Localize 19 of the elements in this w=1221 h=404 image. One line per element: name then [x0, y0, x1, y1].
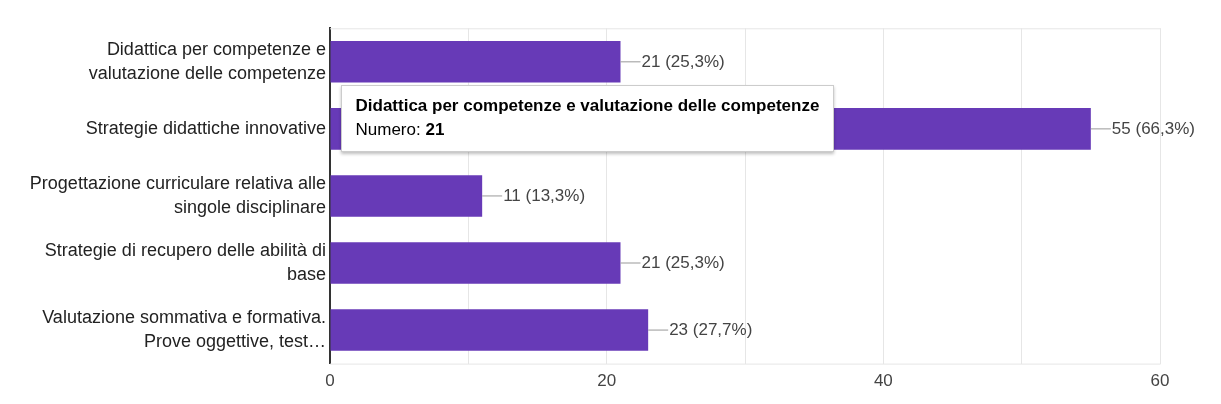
annotation: Didattica per competenze e valutazione delle competenze Numero: 21 — [340, 84, 835, 153]
x-tick-label: 0 — [325, 371, 335, 391]
x-tick-label: 60 — [1150, 371, 1170, 391]
data-label: 21 (25,3%) — [641, 252, 725, 272]
data-label: 55 (66,3%) — [1111, 118, 1196, 138]
bar — [330, 309, 649, 351]
bar — [330, 41, 621, 83]
y-tick-label: Strategie di recupero delle abilità di base — [44, 239, 326, 285]
y-tick-label: Strategie didattiche innovative — [85, 117, 326, 138]
x-tick-label: 20 — [597, 371, 617, 391]
data-label: 21 (25,3%) — [641, 51, 725, 71]
data-label: 11 (13,3%) — [503, 185, 586, 205]
bar — [330, 175, 483, 217]
bar — [330, 242, 621, 284]
y-tick-label: Progettazione curriculare relativa alle singole disciplinare — [29, 172, 326, 218]
y-tick-label: Valutazione sommativa e formativa. Prove oggettive, test… — [42, 306, 326, 352]
y-tick-label: Didattica per competenze e valutazione delle competenze — [88, 38, 326, 83]
data-label: 23 (27,7%) — [669, 319, 753, 339]
x-tick-label: 40 — [873, 371, 893, 391]
